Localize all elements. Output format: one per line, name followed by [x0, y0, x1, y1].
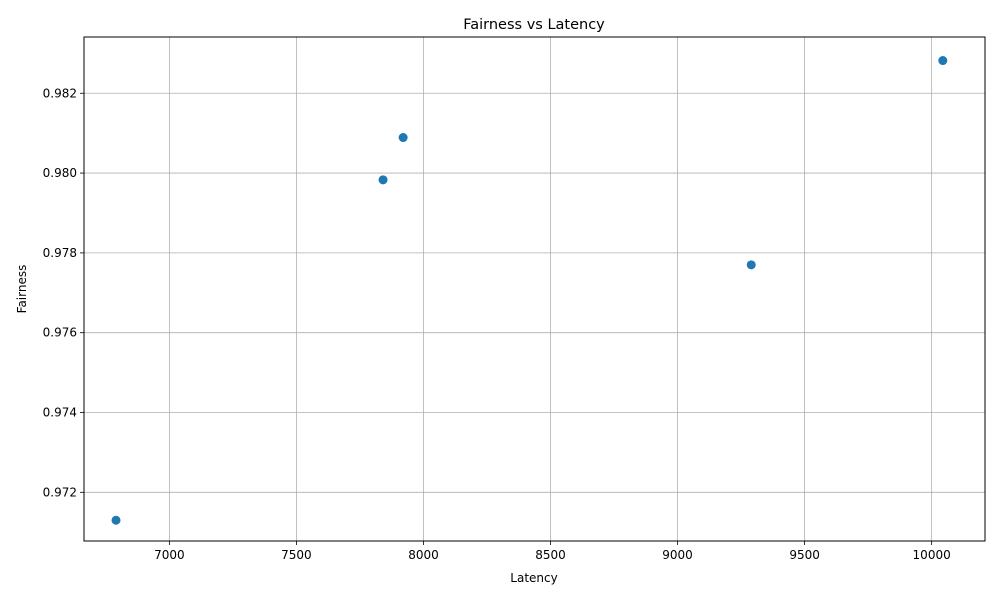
x-tick-label: 9500: [789, 548, 820, 562]
x-tick-label: 8000: [408, 548, 439, 562]
y-tick-label: 0.978: [43, 246, 77, 260]
y-tick-label: 0.982: [43, 86, 77, 100]
grid-lines: [84, 37, 985, 541]
y-tick-label: 0.976: [43, 326, 77, 340]
x-axis-ticks: 7000 7500 8000 8500 9000 9500 10000: [154, 541, 951, 562]
data-points: [111, 56, 948, 525]
data-point: [398, 133, 408, 143]
data-point: [111, 515, 121, 525]
x-tick-label: 7000: [154, 548, 185, 562]
y-tick-label: 0.980: [43, 166, 77, 180]
y-tick-label: 0.972: [43, 485, 77, 499]
plot-area-frame: [83, 36, 986, 542]
x-tick-label: 9000: [662, 548, 693, 562]
x-tick-label: 8500: [535, 548, 566, 562]
y-axis-ticks: 0.972 0.974 0.976 0.978 0.980 0.982: [43, 86, 84, 499]
y-axis-label: Fairness: [15, 265, 29, 314]
chart-title: Fairness vs Latency: [463, 17, 605, 33]
y-tick-label: 0.974: [43, 406, 77, 420]
x-tick-label: 10000: [913, 548, 951, 562]
x-axis-label: Latency: [510, 571, 557, 585]
data-point: [938, 56, 948, 66]
data-point: [378, 175, 388, 185]
data-point: [746, 260, 756, 270]
x-tick-label: 7500: [281, 548, 312, 562]
